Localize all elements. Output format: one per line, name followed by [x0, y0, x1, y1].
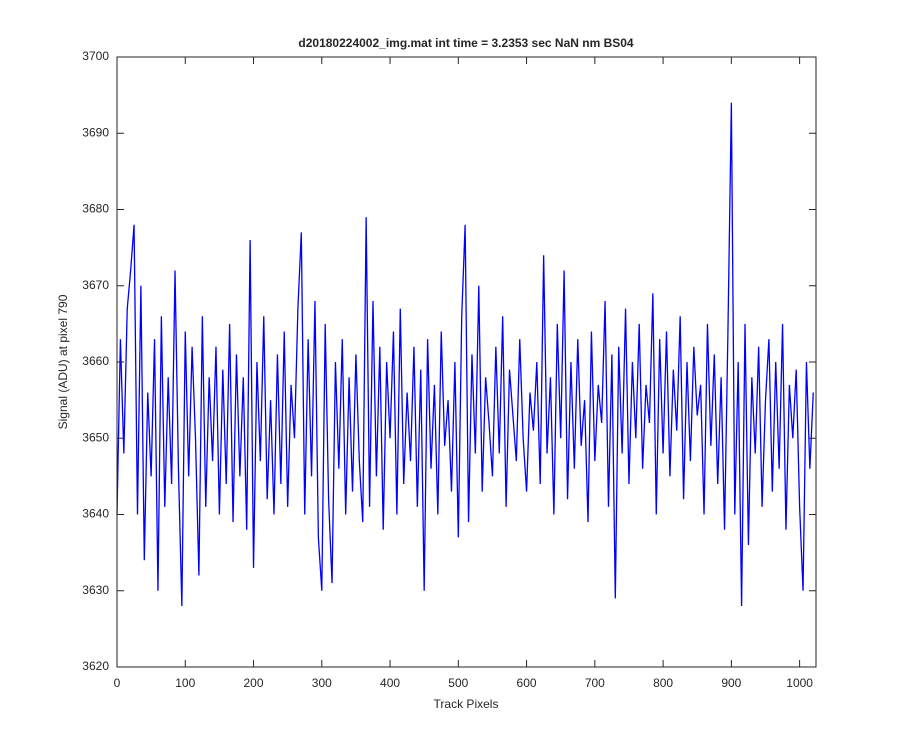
y-tick-label: 3690 [82, 125, 109, 139]
y-tick-label: 3640 [82, 507, 109, 521]
x-tick-label: 400 [380, 676, 400, 690]
y-tick-label: 3680 [82, 202, 109, 216]
x-tick-label: 300 [312, 676, 332, 690]
y-tick-label: 3650 [82, 430, 109, 444]
y-axis-label: Signal (ADU) at pixel 790 [56, 294, 70, 429]
y-tick-label: 3620 [82, 659, 109, 673]
x-tick-label: 1000 [786, 676, 813, 690]
x-tick-label: 200 [244, 676, 264, 690]
x-tick-label: 0 [114, 676, 121, 690]
chart-title: d20180224002_img.mat int time = 3.2353 s… [298, 36, 634, 50]
data-line [116, 102, 814, 607]
y-tick-label: 3630 [82, 583, 109, 597]
x-tick-label: 700 [585, 676, 605, 690]
y-tick-label: 3670 [82, 278, 109, 292]
x-tick-label: 500 [448, 676, 468, 690]
x-axis-label: Track Pixels [434, 697, 499, 711]
x-tick-label: 900 [721, 676, 741, 690]
x-tick-label: 600 [517, 676, 537, 690]
x-tick-label: 100 [175, 676, 195, 690]
y-tick-label: 3700 [82, 49, 109, 63]
x-tick-label: 800 [653, 676, 673, 690]
y-tick-label: 3660 [82, 354, 109, 368]
